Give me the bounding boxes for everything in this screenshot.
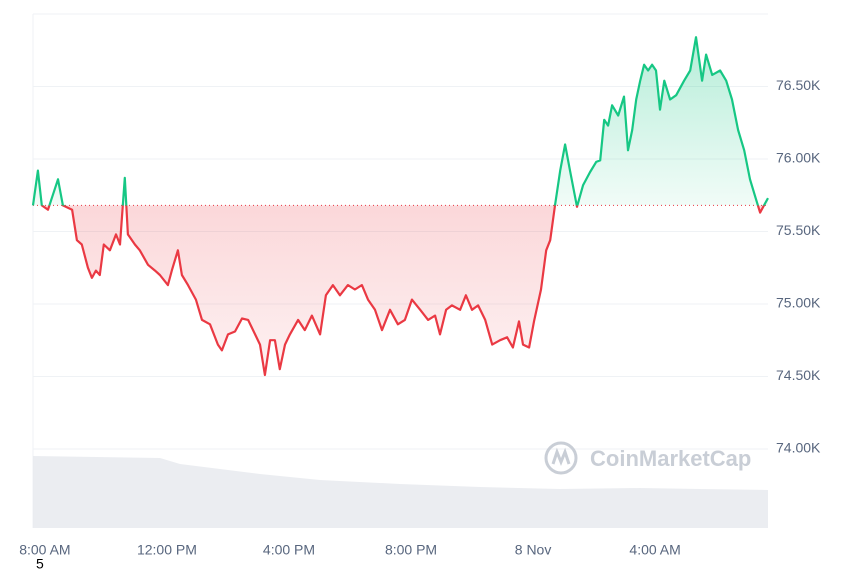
watermark: CoinMarketCap	[544, 441, 751, 475]
footnote: 5	[36, 556, 44, 572]
x-tick-label: 12:00 PM	[137, 542, 197, 558]
y-tick-label: 76.00K	[776, 150, 821, 166]
plot	[31, 36, 769, 377]
y-tick-label: 75.50K	[776, 222, 821, 238]
x-tick-label: 8:00 AM	[19, 542, 70, 558]
watermark-text: CoinMarketCap	[590, 446, 751, 471]
y-tick-label: 76.50K	[776, 77, 821, 93]
price-line	[31, 36, 769, 377]
y-tick-label: 74.00K	[776, 440, 821, 456]
y-tick-label: 74.50K	[776, 367, 821, 383]
x-tick-label: 8 Nov	[515, 542, 552, 558]
price-area	[33, 37, 768, 375]
y-tick-label: 75.00K	[776, 295, 821, 311]
watermark-logo	[544, 441, 578, 475]
x-tick-label: 4:00 AM	[629, 542, 680, 558]
x-tick-label: 4:00 PM	[263, 542, 315, 558]
volume-area	[33, 456, 768, 528]
watermark-logo	[551, 447, 571, 467]
x-tick-label: 8:00 PM	[385, 542, 437, 558]
grid: 74.00K 74.50K 75.00K 75.50K 76.00K 76.50K 8:00…	[19, 77, 821, 558]
